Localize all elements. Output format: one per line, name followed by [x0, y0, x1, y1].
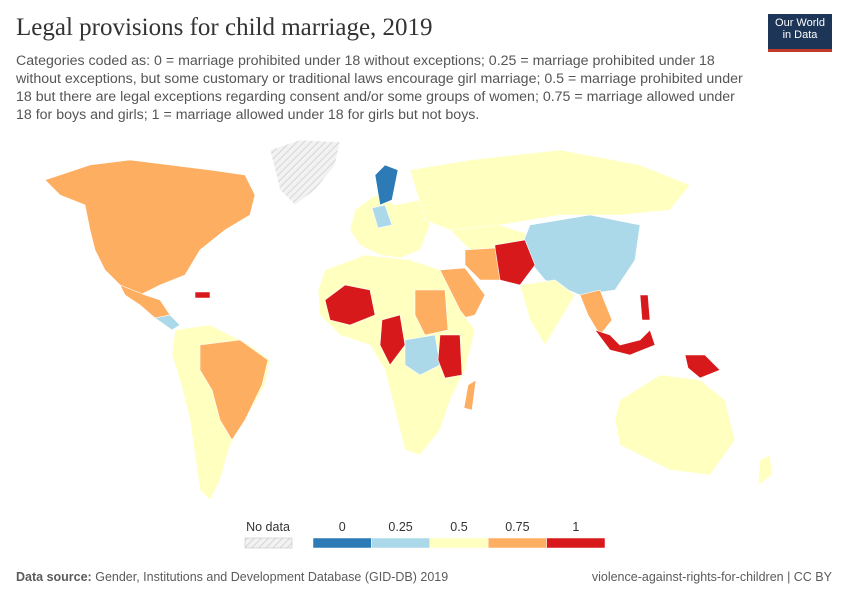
legend-swatch	[429, 537, 489, 549]
caribbean	[194, 291, 211, 299]
logo: Our World in Data	[768, 14, 832, 52]
source: Data source: Gender, Institutions and De…	[16, 570, 448, 584]
europe	[349, 194, 431, 259]
australia	[614, 374, 736, 476]
new-zealand	[757, 454, 773, 486]
legend-label: 0.25	[388, 520, 412, 534]
legend: No data 0 0.25 0.5 0.75 1	[244, 520, 606, 549]
legend-label: 1	[572, 520, 579, 534]
drc	[404, 334, 441, 376]
sweden	[374, 164, 399, 206]
logo-line: Our World	[775, 17, 825, 29]
legend-swatch	[487, 537, 547, 549]
tanzania	[437, 334, 463, 379]
sudan	[414, 289, 449, 336]
source-label: Data source:	[16, 570, 92, 584]
central-america	[154, 314, 181, 331]
legend-label: 0	[339, 520, 346, 534]
legend-swatch	[546, 537, 606, 549]
legend-swatch	[371, 537, 431, 549]
legend-swatch	[312, 537, 372, 549]
uk-germany	[371, 204, 393, 229]
russia	[409, 149, 691, 231]
legend-label: 0.75	[505, 520, 529, 534]
logo-line: in Data	[782, 29, 818, 41]
legend-label: 0.5	[450, 520, 467, 534]
philippines	[639, 294, 651, 321]
footer-right: violence-against-rights-for-children | C…	[591, 570, 832, 584]
iran	[464, 247, 501, 281]
north-america	[44, 159, 256, 296]
southeast-asia	[579, 289, 613, 336]
png	[684, 354, 721, 379]
central-africa	[379, 314, 406, 366]
subtitle: Categories coded as: 0 = marriage prohib…	[16, 53, 743, 123]
source-text: Gender, Institutions and Development Dat…	[95, 570, 449, 584]
west-africa	[324, 284, 376, 326]
greenland	[269, 139, 341, 206]
legend-no-data-label: No data	[246, 520, 290, 534]
legend-no-data-swatch	[244, 537, 293, 549]
india	[519, 279, 576, 346]
world-map	[44, 139, 773, 501]
madagascar	[463, 379, 477, 411]
title: Legal provisions for child marriage, 201…	[16, 14, 433, 41]
brazil	[199, 339, 269, 441]
indonesia	[594, 329, 656, 356]
